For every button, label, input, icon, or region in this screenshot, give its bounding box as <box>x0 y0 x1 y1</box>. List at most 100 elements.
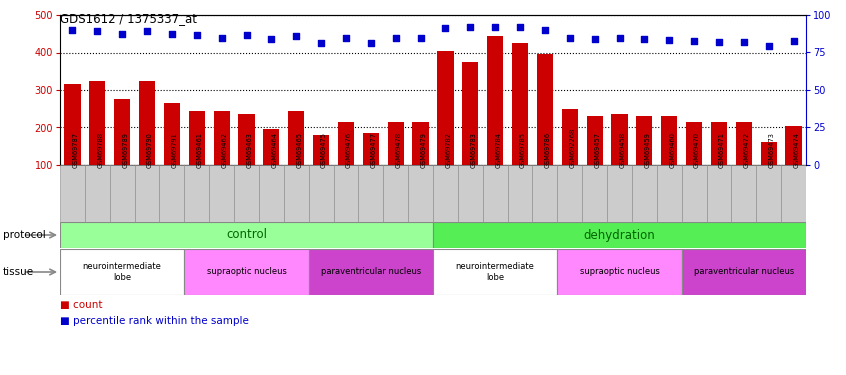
Point <box>464 24 477 30</box>
Text: GSM69782: GSM69782 <box>446 132 452 168</box>
Bar <box>60 249 184 295</box>
Point <box>712 39 726 45</box>
Text: control: control <box>226 228 267 242</box>
Bar <box>558 165 582 222</box>
Bar <box>433 222 806 248</box>
Bar <box>706 165 732 222</box>
Point <box>265 36 278 42</box>
Bar <box>234 165 259 222</box>
Text: GSM69460: GSM69460 <box>669 132 675 168</box>
Bar <box>433 249 558 295</box>
Point <box>488 24 502 30</box>
Bar <box>85 165 110 222</box>
Bar <box>209 165 234 222</box>
Text: GSM69785: GSM69785 <box>520 132 526 168</box>
Text: tissue: tissue <box>3 267 34 277</box>
Text: GSM692268: GSM692268 <box>569 128 576 168</box>
Bar <box>110 165 135 222</box>
Text: GSM69476: GSM69476 <box>346 132 352 168</box>
Bar <box>682 249 806 295</box>
Bar <box>408 165 433 222</box>
Bar <box>413 122 429 165</box>
Text: neurointermediate
lobe: neurointermediate lobe <box>456 262 535 282</box>
Bar <box>756 165 781 222</box>
Bar <box>487 36 503 165</box>
Bar <box>537 54 553 165</box>
Point <box>662 37 676 43</box>
Text: GSM69789: GSM69789 <box>122 132 128 168</box>
Point <box>315 40 328 46</box>
Point <box>439 25 453 31</box>
Point <box>414 35 427 41</box>
Bar <box>586 116 602 165</box>
Text: GSM69463: GSM69463 <box>246 132 252 168</box>
Text: GSM69783: GSM69783 <box>470 132 476 168</box>
Bar <box>259 165 283 222</box>
Bar <box>338 122 354 165</box>
Point <box>762 43 776 49</box>
Text: protocol: protocol <box>3 230 46 240</box>
Point <box>239 32 253 38</box>
Point <box>563 34 576 40</box>
Text: GSM69784: GSM69784 <box>495 132 501 168</box>
Bar <box>532 165 558 222</box>
Text: GSM69479: GSM69479 <box>420 132 426 168</box>
Bar <box>636 116 652 165</box>
Bar <box>164 103 180 165</box>
Bar <box>60 165 85 222</box>
Text: GSM69478: GSM69478 <box>396 132 402 168</box>
Point <box>91 28 104 34</box>
Bar <box>682 165 706 222</box>
Bar <box>184 249 309 295</box>
Point <box>115 31 129 37</box>
Text: GSM69471: GSM69471 <box>719 132 725 168</box>
Bar <box>607 165 632 222</box>
Bar <box>462 62 478 165</box>
Bar <box>363 133 379 165</box>
Bar <box>333 165 359 222</box>
Text: GSM69457: GSM69457 <box>595 132 601 168</box>
Bar <box>239 114 255 165</box>
Bar <box>184 165 209 222</box>
Bar <box>189 111 205 165</box>
Text: GDS1612 / 1375337_at: GDS1612 / 1375337_at <box>60 12 197 25</box>
Text: neurointermediate
lobe: neurointermediate lobe <box>83 262 162 282</box>
Bar <box>159 165 184 222</box>
Bar <box>288 111 305 165</box>
Point <box>389 34 403 40</box>
Bar <box>632 165 656 222</box>
Bar <box>433 165 458 222</box>
Point <box>538 27 552 33</box>
Bar <box>309 249 433 295</box>
Text: paraventricular nucleus: paraventricular nucleus <box>694 267 794 276</box>
Text: paraventricular nucleus: paraventricular nucleus <box>321 267 421 276</box>
Bar <box>313 135 329 165</box>
Point <box>165 31 179 37</box>
Text: GSM69458: GSM69458 <box>619 132 625 168</box>
Point <box>339 34 353 40</box>
Bar <box>711 122 727 165</box>
Bar <box>785 126 802 165</box>
Point <box>364 40 377 46</box>
Point <box>190 32 204 38</box>
Text: GSM69459: GSM69459 <box>645 132 651 168</box>
Bar <box>686 122 702 165</box>
Bar <box>582 165 607 222</box>
Point <box>687 38 700 44</box>
Bar <box>89 81 106 165</box>
Bar <box>139 81 155 165</box>
Bar <box>558 249 682 295</box>
Bar <box>387 122 404 165</box>
Bar <box>662 116 678 165</box>
Bar <box>359 165 383 222</box>
Text: GSM69465: GSM69465 <box>296 132 302 168</box>
Bar <box>135 165 159 222</box>
Text: GSM69472: GSM69472 <box>744 132 750 168</box>
Bar <box>562 109 578 165</box>
Point <box>66 27 80 33</box>
Point <box>613 35 626 41</box>
Point <box>215 34 228 40</box>
Text: ■ percentile rank within the sample: ■ percentile rank within the sample <box>60 316 249 326</box>
Text: GSM69462: GSM69462 <box>222 132 228 168</box>
Point <box>514 24 527 30</box>
